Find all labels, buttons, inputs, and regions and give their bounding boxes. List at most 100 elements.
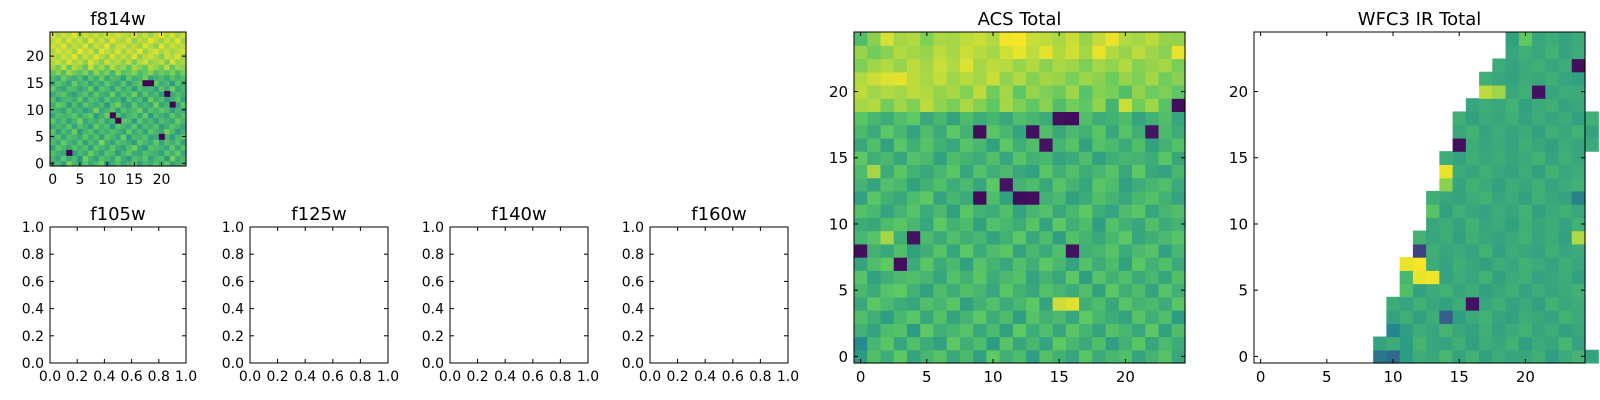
heatmap-cell <box>1052 336 1067 351</box>
heatmap-cell <box>973 270 987 285</box>
heatmap-cell <box>158 80 165 87</box>
heatmap-cell <box>88 155 95 162</box>
x-tick-label: 0.2 <box>666 369 688 385</box>
heatmap-cell <box>109 160 116 167</box>
heatmap-cell <box>164 69 171 76</box>
heatmap-cell <box>920 336 935 351</box>
heatmap-cell <box>1452 190 1467 205</box>
heatmap-cell <box>893 84 908 99</box>
heatmap-cell <box>893 270 908 285</box>
heatmap-cell <box>880 217 895 232</box>
heatmap-cell <box>109 101 116 108</box>
heatmap-cell <box>1039 151 1054 165</box>
heatmap-cell <box>906 217 921 232</box>
heatmap-cell <box>1532 58 1546 73</box>
heatmap-cell <box>120 85 127 92</box>
x-tick-label: 0 <box>48 172 57 188</box>
heatmap-cell <box>115 112 122 119</box>
heatmap-cell <box>906 111 921 126</box>
heatmap-cell <box>142 112 149 119</box>
heatmap-cell <box>1132 84 1146 99</box>
heatmap-cell <box>120 74 127 81</box>
heatmap-cell <box>66 74 73 81</box>
heatmap-cell <box>893 336 908 351</box>
y-tick-label: 10 <box>26 103 44 119</box>
heatmap-cell <box>999 84 1014 99</box>
heatmap-cell <box>82 48 89 55</box>
heatmap-cell <box>60 96 67 103</box>
heatmap-cell <box>120 37 127 44</box>
heatmap-cell <box>1171 151 1186 165</box>
y-tick-label: 0.6 <box>422 274 444 290</box>
heatmap-cell <box>1039 84 1054 99</box>
heatmap-cell <box>1105 71 1120 86</box>
heatmap-cell <box>1026 151 1040 165</box>
heatmap-cell <box>164 133 171 140</box>
heatmap-cell <box>986 310 1001 324</box>
heatmap-cell <box>180 42 187 49</box>
panel-f140w: 0.0 0.2 0.4 0.6 0.8 1.00.00.20.40.60.81.0f140… <box>422 204 599 385</box>
heatmap-cell <box>1118 45 1133 60</box>
heatmap-cell <box>999 190 1014 205</box>
x-tick-label: 10 <box>98 172 116 188</box>
heatmap-cell <box>1479 190 1493 205</box>
heatmap-cell <box>1079 111 1093 126</box>
heatmap-cell <box>1492 124 1507 139</box>
heatmap-cell <box>1545 164 1560 179</box>
heatmap-cell <box>986 190 1001 205</box>
heatmap-cell <box>1052 243 1067 258</box>
heatmap-cell <box>1079 190 1093 205</box>
heatmap-cell <box>126 85 133 92</box>
heatmap-cell <box>120 32 127 38</box>
heatmap-cell <box>82 149 89 156</box>
y-tick-label: 0.6 <box>222 274 244 290</box>
heatmap-cell <box>920 45 935 60</box>
heatmap-cell <box>126 42 133 49</box>
heatmap-cell <box>71 48 78 55</box>
x-tick-label: 0.0 <box>39 369 61 385</box>
heatmap-cell <box>973 243 987 258</box>
heatmap-cell <box>158 96 165 103</box>
heatmap-cell <box>1479 230 1493 245</box>
heatmap-cell <box>920 151 935 165</box>
axes-frame <box>853 31 1186 364</box>
heatmap-cell <box>1065 164 1080 179</box>
heatmap-cell <box>60 160 67 167</box>
heatmap-cell <box>893 124 908 139</box>
heatmap-cell <box>115 123 122 130</box>
heatmap-cell <box>1158 217 1173 232</box>
heatmap-cell <box>1092 270 1107 285</box>
heatmap-cell <box>71 139 78 146</box>
heatmap-cell <box>66 58 73 65</box>
heatmap-cell <box>959 164 974 179</box>
heatmap-cell <box>88 37 95 44</box>
heatmap-cell <box>60 80 67 87</box>
heatmap-cell <box>1505 164 1520 179</box>
heatmap-cell <box>147 53 154 60</box>
heatmap-cell <box>98 58 105 65</box>
heatmap-cell <box>999 204 1014 218</box>
heatmap-cell <box>867 190 882 205</box>
heatmap-cell <box>1026 283 1040 298</box>
heatmap-cell <box>82 123 89 130</box>
heatmap-cell <box>1399 323 1414 338</box>
heatmap-cell <box>66 149 73 156</box>
heatmap-cell <box>986 243 1001 258</box>
heatmap-cell <box>1399 310 1414 324</box>
heatmap-cell <box>1132 323 1146 338</box>
heatmap-cell <box>71 58 78 65</box>
heatmap-cell <box>131 64 138 71</box>
heatmap-cell <box>164 112 171 119</box>
heatmap-cell <box>93 53 100 60</box>
heatmap-cell <box>1518 71 1533 86</box>
heatmap-cell <box>71 53 78 60</box>
heatmap-cell <box>1158 32 1173 46</box>
heatmap-cell <box>98 160 105 167</box>
y-tick-label: 1.0 <box>22 220 44 236</box>
heatmap-cell <box>1465 323 1480 338</box>
heatmap-cell <box>1518 204 1533 218</box>
heatmap-cell <box>93 96 100 103</box>
heatmap-cell <box>986 124 1001 139</box>
heatmap-cell <box>1479 84 1493 99</box>
x-tick-label: 0.2 <box>66 369 88 385</box>
